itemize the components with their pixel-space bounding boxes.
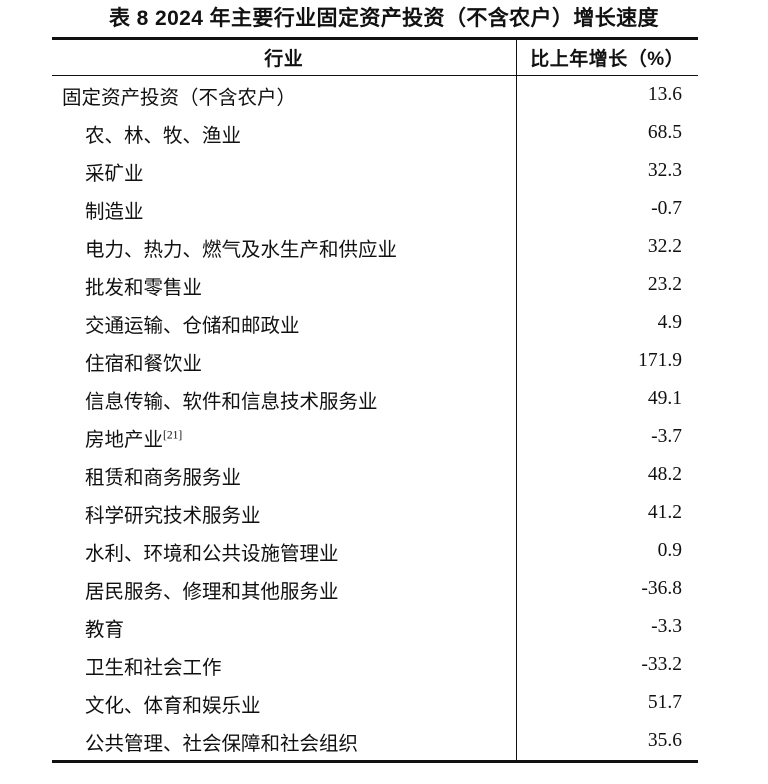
table-row: 采矿业 32.3 xyxy=(52,152,698,190)
cell-industry-name: 采矿业 xyxy=(52,152,516,190)
table-header-row: 行业 比上年增长（%） xyxy=(52,37,698,76)
table-row: 批发和零售业 23.2 xyxy=(52,266,698,304)
industry-label: 卫生和社会工作 xyxy=(85,657,222,679)
table-body: 固定资产投资（不含农户） 13.6 农、林、牧、渔业 68.5 采矿业 32.3 制造业 -0… xyxy=(52,75,698,763)
table-row: 电力、热力、燃气及水生产和供应业 32.2 xyxy=(52,228,698,266)
table-row: 交通运输、仓储和邮政业 4.9 xyxy=(52,304,698,342)
industry-label: 居民服务、修理和其他服务业 xyxy=(85,581,339,603)
table-row: 卫生和社会工作 -33.2 xyxy=(52,646,698,684)
table-row: 科学研究技术服务业 41.2 xyxy=(52,494,698,532)
statistics-table: 行业 比上年增长（%） 固定资产投资（不含农户） 13.6 农、林、牧、渔业 68.5… xyxy=(52,37,698,763)
cell-industry-name: 租赁和商务服务业 xyxy=(52,456,516,494)
cell-growth-rate: 23.2 xyxy=(515,266,698,304)
table-row: 水利、环境和公共设施管理业 0.9 xyxy=(52,532,698,570)
cell-industry-name: 居民服务、修理和其他服务业 xyxy=(52,570,516,608)
industry-label: 公共管理、社会保障和社会组织 xyxy=(85,733,359,755)
industry-label: 住宿和餐饮业 xyxy=(85,353,203,375)
table-row: 信息传输、软件和信息技术服务业 49.1 xyxy=(52,380,698,418)
cell-growth-rate: 51.7 xyxy=(515,684,698,722)
table-row: 居民服务、修理和其他服务业 -36.8 xyxy=(52,570,698,608)
industry-label: 科学研究技术服务业 xyxy=(85,505,261,527)
table-row: 住宿和餐饮业 171.9 xyxy=(52,342,698,380)
cell-growth-rate: 171.9 xyxy=(515,342,698,380)
cell-growth-rate: 48.2 xyxy=(515,456,698,494)
industry-label: 交通运输、仓储和邮政业 xyxy=(85,315,300,337)
table-row: 制造业 -0.7 xyxy=(52,190,698,228)
table-row: 农、林、牧、渔业 68.5 xyxy=(52,114,698,152)
cell-growth-rate: -3.3 xyxy=(515,608,698,646)
cell-growth-rate: 4.9 xyxy=(515,304,698,342)
cell-growth-rate: 49.1 xyxy=(515,380,698,418)
industry-label: 制造业 xyxy=(85,201,144,223)
cell-growth-rate: 32.3 xyxy=(515,152,698,190)
cell-industry-name: 卫生和社会工作 xyxy=(52,646,516,684)
cell-growth-rate: -33.2 xyxy=(515,646,698,684)
cell-industry-name: 电力、热力、燃气及水生产和供应业 xyxy=(52,228,516,266)
table-row: 教育 -3.3 xyxy=(52,608,698,646)
column-header-growth-rate: 比上年增长（%） xyxy=(515,37,698,76)
cell-growth-rate: 68.5 xyxy=(515,114,698,152)
table-row: 固定资产投资（不含农户） 13.6 xyxy=(52,75,698,115)
industry-label: 房地产业 xyxy=(85,429,164,451)
cell-industry-name: 批发和零售业 xyxy=(52,266,516,304)
cell-industry-name: 制造业 xyxy=(52,190,516,228)
industry-label: 固定资产投资（不含农户） xyxy=(62,87,297,109)
cell-industry-name: 科学研究技术服务业 xyxy=(52,494,516,532)
cell-industry-name: 信息传输、软件和信息技术服务业 xyxy=(52,380,516,418)
industry-label: 教育 xyxy=(85,619,125,641)
table-row: 房地产业[21] -3.7 xyxy=(52,418,698,456)
cell-industry-name: 房地产业[21] xyxy=(52,418,516,456)
industry-label: 采矿业 xyxy=(85,163,144,185)
industry-label: 农、林、牧、渔业 xyxy=(85,125,242,147)
table-row: 文化、体育和娱乐业 51.7 xyxy=(52,684,698,722)
table-header: 行业 比上年增长（%） xyxy=(52,37,698,76)
statistics-table-container: 行业 比上年增长（%） 固定资产投资（不含农户） 13.6 农、林、牧、渔业 68.5… xyxy=(52,37,698,763)
cell-growth-rate: 13.6 xyxy=(515,75,698,114)
cell-industry-name: 交通运输、仓储和邮政业 xyxy=(52,304,516,342)
cell-industry-name: 固定资产投资（不含农户） xyxy=(52,76,516,115)
table-row: 租赁和商务服务业 48.2 xyxy=(52,456,698,494)
cell-growth-rate: -0.7 xyxy=(515,190,698,228)
cell-growth-rate: 41.2 xyxy=(515,494,698,532)
industry-label: 文化、体育和娱乐业 xyxy=(85,695,261,717)
cell-industry-name: 农、林、牧、渔业 xyxy=(52,114,516,152)
industry-label: 信息传输、软件和信息技术服务业 xyxy=(85,391,378,413)
cell-growth-rate: 35.6 xyxy=(515,722,698,763)
cell-growth-rate: -3.7 xyxy=(515,418,698,456)
industry-label: 电力、热力、燃气及水生产和供应业 xyxy=(85,239,398,261)
cell-industry-name: 住宿和餐饮业 xyxy=(52,342,516,380)
industry-label: 租赁和商务服务业 xyxy=(85,467,242,489)
cell-industry-name: 公共管理、社会保障和社会组织 xyxy=(52,722,516,763)
table-row: 公共管理、社会保障和社会组织 35.6 xyxy=(52,722,698,763)
industry-label: 水利、环境和公共设施管理业 xyxy=(85,543,339,565)
column-header-industry: 行业 xyxy=(52,37,516,76)
cell-growth-rate: 32.2 xyxy=(515,228,698,266)
cell-industry-name: 文化、体育和娱乐业 xyxy=(52,684,516,722)
industry-label: 批发和零售业 xyxy=(85,277,203,299)
cell-industry-name: 水利、环境和公共设施管理业 xyxy=(52,532,516,570)
cell-industry-name: 教育 xyxy=(52,608,516,646)
footnote-marker: [21] xyxy=(163,429,183,441)
cell-growth-rate: 0.9 xyxy=(515,532,698,570)
page-title: 表 8 2024 年主要行业固定资产投资（不含农户）增长速度 xyxy=(109,7,659,30)
cell-growth-rate: -36.8 xyxy=(515,570,698,608)
